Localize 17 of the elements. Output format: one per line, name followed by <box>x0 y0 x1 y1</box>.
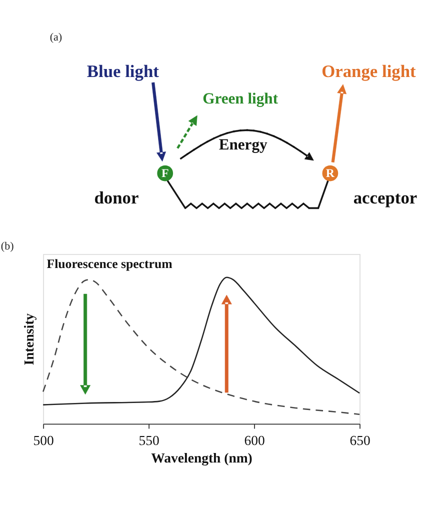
x-tick-label: 650 <box>350 433 370 448</box>
x-tick-label: 550 <box>138 433 160 448</box>
text: donor <box>94 188 139 208</box>
text: F <box>161 166 169 180</box>
text: Orange light <box>322 60 416 81</box>
text: acceptor <box>353 188 418 208</box>
text: R <box>326 166 335 180</box>
x-axis-title: Wavelength (nm) <box>151 450 252 467</box>
x-tick-label: 500 <box>33 433 54 448</box>
text: Blue light <box>86 60 160 81</box>
text: (b) <box>0 240 14 252</box>
text: Energy <box>218 136 268 154</box>
text: (a) <box>50 31 62 44</box>
x-tick-label: 600 <box>244 433 265 448</box>
y-axis-title: Intensity <box>21 313 36 366</box>
text: Green light <box>202 90 279 108</box>
chart-title: Fluorescence spectrum <box>46 256 173 271</box>
